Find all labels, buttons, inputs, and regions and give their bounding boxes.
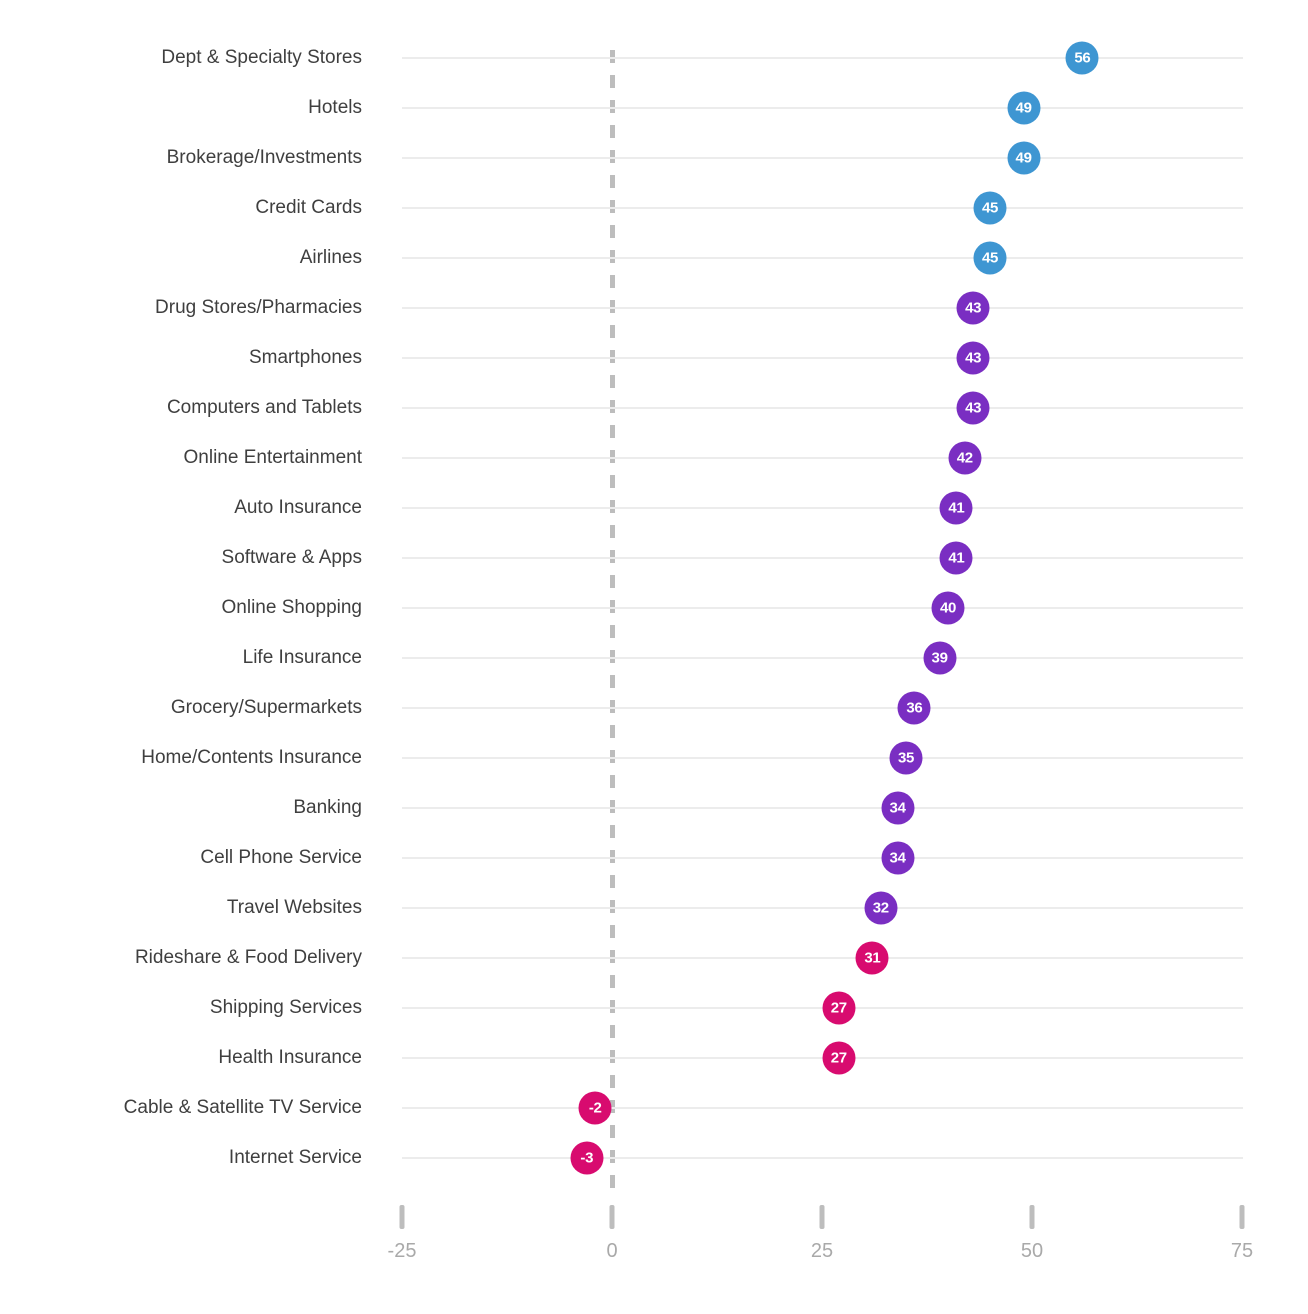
row-gridline <box>402 907 1243 909</box>
data-point-dot: 27 <box>822 991 856 1025</box>
category-label: Cable & Satellite TV Service <box>123 1097 362 1118</box>
data-point-dot: 36 <box>897 691 931 725</box>
x-axis-tick-label: 25 <box>810 1240 834 1262</box>
category-label: Airlines <box>299 247 362 268</box>
category-label: Online Shopping <box>221 597 363 618</box>
data-point-dot: 45 <box>973 191 1007 225</box>
data-point-dot: 41 <box>939 491 973 525</box>
data-point-dot: -3 <box>570 1141 604 1175</box>
data-point-dot: 40 <box>931 591 965 625</box>
data-point-dot: -2 <box>578 1091 612 1125</box>
row-gridline <box>402 557 1243 559</box>
category-label: Software & Apps <box>221 547 362 568</box>
x-axis-tick-label: 75 <box>1230 1240 1254 1262</box>
category-label: Hotels <box>308 97 362 118</box>
category-label: Computers and Tablets <box>166 397 362 418</box>
data-point-dot: 49 <box>1007 141 1041 175</box>
data-point-dot: 49 <box>1007 91 1041 125</box>
category-label: Online Entertainment <box>183 447 363 468</box>
row-gridline <box>402 107 1243 109</box>
data-point-dot: 41 <box>939 541 973 575</box>
category-label: Internet Service <box>228 1147 362 1168</box>
category-label: Cell Phone Service <box>200 847 362 868</box>
row-gridline <box>402 1157 1243 1159</box>
category-label: Dept & Specialty Stores <box>161 47 362 68</box>
data-point-dot: 43 <box>956 341 990 375</box>
row-gridline <box>402 407 1243 409</box>
data-point-dot: 56 <box>1065 41 1099 75</box>
data-point-dot: 39 <box>923 641 957 675</box>
x-axis-tick-mark <box>1029 1205 1035 1229</box>
category-label: Health Insurance <box>218 1047 362 1068</box>
category-label: Life Insurance <box>242 647 362 668</box>
category-label: Home/Contents Insurance <box>141 747 362 768</box>
row-gridline <box>402 207 1243 209</box>
row-gridline <box>402 457 1243 459</box>
category-label: Rideshare & Food Delivery <box>134 947 362 968</box>
row-gridline <box>402 57 1243 59</box>
data-point-dot: 31 <box>855 941 889 975</box>
category-label: Banking <box>293 797 362 818</box>
row-gridline <box>402 857 1243 859</box>
x-axis-tick-mark <box>819 1205 825 1229</box>
row-gridline <box>402 357 1243 359</box>
category-label: Travel Websites <box>226 897 362 918</box>
x-axis-tick-mark <box>1239 1205 1245 1229</box>
data-point-dot: 32 <box>864 891 898 925</box>
data-point-dot: 34 <box>881 841 915 875</box>
x-axis-tick-label: 50 <box>1020 1240 1044 1262</box>
category-label: Smartphones <box>248 347 362 368</box>
category-label: Brokerage/Investments <box>166 147 362 168</box>
row-gridline <box>402 607 1243 609</box>
category-label: Drug Stores/Pharmacies <box>155 297 362 318</box>
category-label: Auto Insurance <box>234 497 362 518</box>
row-gridline <box>402 957 1243 959</box>
data-point-dot: 35 <box>889 741 923 775</box>
row-gridline <box>402 807 1243 809</box>
row-gridline <box>402 257 1243 259</box>
data-point-dot: 45 <box>973 241 1007 275</box>
row-gridline <box>402 707 1243 709</box>
x-axis-tick-label: -25 <box>387 1240 417 1262</box>
category-label: Grocery/Supermarkets <box>170 697 362 718</box>
row-gridline <box>402 507 1243 509</box>
row-gridline <box>402 307 1243 309</box>
x-axis-tick-mark <box>609 1205 615 1229</box>
category-label: Credit Cards <box>255 197 362 218</box>
x-axis-tick-label: 0 <box>606 1240 618 1262</box>
row-gridline <box>402 657 1243 659</box>
row-gridline <box>402 757 1243 759</box>
data-point-dot: 27 <box>822 1041 856 1075</box>
row-gridline <box>402 1107 1243 1109</box>
data-point-dot: 43 <box>956 391 990 425</box>
category-label: Shipping Services <box>209 997 362 1018</box>
data-point-dot: 34 <box>881 791 915 825</box>
data-point-dot: 43 <box>956 291 990 325</box>
zero-axis-dashed-line <box>609 50 615 1193</box>
data-point-dot: 42 <box>948 441 982 475</box>
row-gridline <box>402 157 1243 159</box>
x-axis-tick-mark <box>399 1205 405 1229</box>
